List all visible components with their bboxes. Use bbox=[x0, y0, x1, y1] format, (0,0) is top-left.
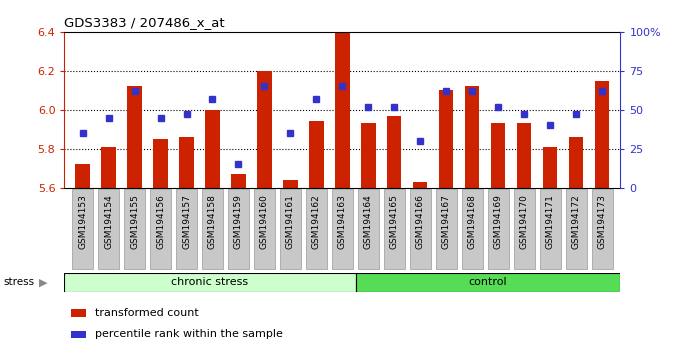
Bar bbox=[102, 147, 116, 188]
Bar bbox=[127, 86, 142, 188]
Bar bbox=[231, 174, 245, 188]
Text: GSM194172: GSM194172 bbox=[572, 194, 580, 249]
FancyBboxPatch shape bbox=[462, 189, 483, 269]
FancyBboxPatch shape bbox=[514, 189, 535, 269]
Bar bbox=[439, 90, 454, 188]
Text: GSM194163: GSM194163 bbox=[338, 194, 347, 249]
Bar bbox=[491, 124, 505, 188]
Bar bbox=[335, 32, 350, 188]
Bar bbox=[75, 164, 89, 188]
Bar bbox=[153, 139, 167, 188]
FancyBboxPatch shape bbox=[591, 189, 613, 269]
Text: GSM194156: GSM194156 bbox=[156, 194, 165, 249]
Text: GDS3383 / 207486_x_at: GDS3383 / 207486_x_at bbox=[64, 16, 225, 29]
Bar bbox=[180, 137, 194, 188]
FancyBboxPatch shape bbox=[384, 189, 405, 269]
Text: GSM194157: GSM194157 bbox=[182, 194, 191, 249]
FancyBboxPatch shape bbox=[228, 189, 249, 269]
Bar bbox=[283, 180, 298, 188]
FancyBboxPatch shape bbox=[358, 189, 379, 269]
FancyBboxPatch shape bbox=[306, 189, 327, 269]
Bar bbox=[543, 147, 557, 188]
Bar bbox=[309, 121, 323, 188]
Bar bbox=[361, 124, 376, 188]
Bar bbox=[413, 182, 427, 188]
FancyBboxPatch shape bbox=[436, 189, 457, 269]
Text: transformed count: transformed count bbox=[95, 308, 199, 318]
Text: GSM194162: GSM194162 bbox=[312, 194, 321, 249]
FancyBboxPatch shape bbox=[72, 189, 94, 269]
Text: GSM194153: GSM194153 bbox=[78, 194, 87, 249]
Text: stress: stress bbox=[3, 277, 35, 287]
FancyBboxPatch shape bbox=[356, 273, 620, 292]
Text: GSM194168: GSM194168 bbox=[468, 194, 477, 249]
Text: GSM194173: GSM194173 bbox=[598, 194, 607, 249]
FancyBboxPatch shape bbox=[410, 189, 431, 269]
Text: percentile rank within the sample: percentile rank within the sample bbox=[95, 329, 283, 339]
FancyBboxPatch shape bbox=[64, 273, 356, 292]
FancyBboxPatch shape bbox=[202, 189, 223, 269]
Bar bbox=[71, 309, 86, 317]
Text: GSM194171: GSM194171 bbox=[546, 194, 555, 249]
Text: GSM194158: GSM194158 bbox=[208, 194, 217, 249]
Bar bbox=[387, 116, 401, 188]
Text: GSM194160: GSM194160 bbox=[260, 194, 269, 249]
Text: GSM194165: GSM194165 bbox=[390, 194, 399, 249]
FancyBboxPatch shape bbox=[124, 189, 145, 269]
Text: chronic stress: chronic stress bbox=[172, 277, 249, 287]
Text: control: control bbox=[468, 277, 507, 287]
Text: GSM194167: GSM194167 bbox=[442, 194, 451, 249]
FancyBboxPatch shape bbox=[487, 189, 509, 269]
Bar bbox=[517, 124, 532, 188]
Text: GSM194155: GSM194155 bbox=[130, 194, 139, 249]
FancyBboxPatch shape bbox=[176, 189, 197, 269]
Text: GSM194169: GSM194169 bbox=[494, 194, 503, 249]
Text: GSM194170: GSM194170 bbox=[520, 194, 529, 249]
Text: GSM194161: GSM194161 bbox=[286, 194, 295, 249]
FancyBboxPatch shape bbox=[565, 189, 587, 269]
Text: GSM194154: GSM194154 bbox=[104, 194, 113, 249]
FancyBboxPatch shape bbox=[540, 189, 561, 269]
FancyBboxPatch shape bbox=[150, 189, 171, 269]
Bar bbox=[465, 86, 479, 188]
Bar bbox=[71, 331, 86, 338]
Bar bbox=[258, 71, 272, 188]
Bar bbox=[595, 81, 610, 188]
Text: GSM194166: GSM194166 bbox=[416, 194, 425, 249]
FancyBboxPatch shape bbox=[332, 189, 353, 269]
Text: ▶: ▶ bbox=[39, 277, 48, 287]
FancyBboxPatch shape bbox=[280, 189, 301, 269]
FancyBboxPatch shape bbox=[98, 189, 119, 269]
Bar bbox=[569, 137, 583, 188]
Text: GSM194164: GSM194164 bbox=[364, 194, 373, 249]
Text: GSM194159: GSM194159 bbox=[234, 194, 243, 249]
FancyBboxPatch shape bbox=[254, 189, 275, 269]
Bar bbox=[205, 110, 220, 188]
